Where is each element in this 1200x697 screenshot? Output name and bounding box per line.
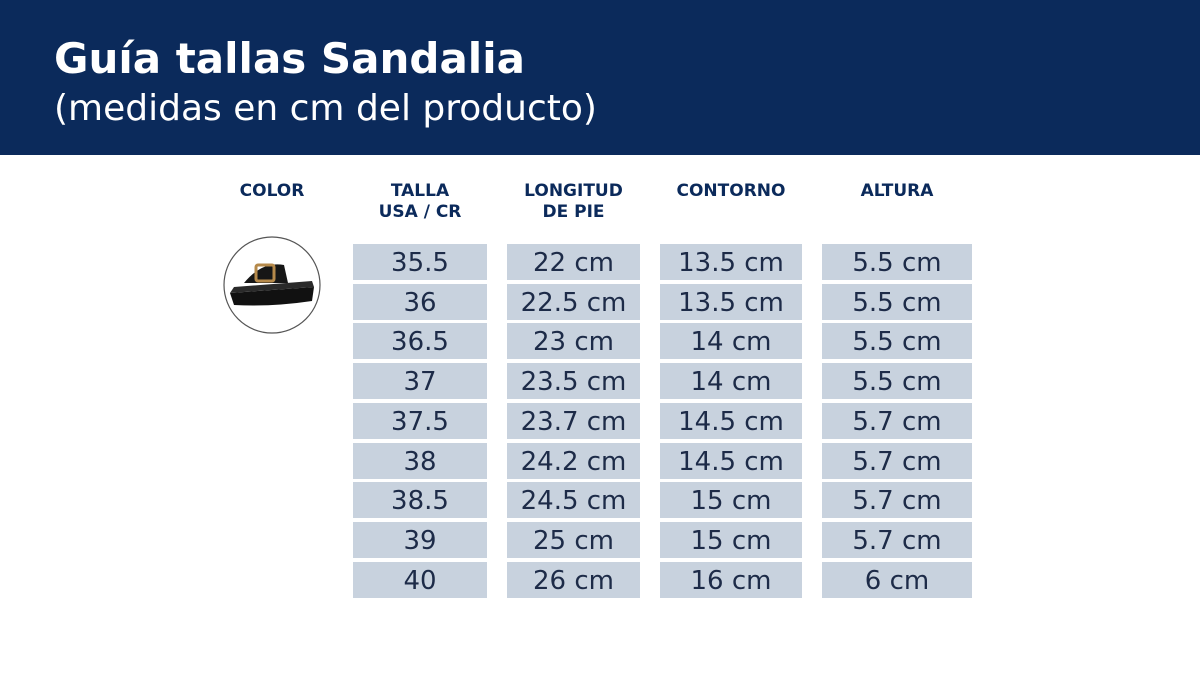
table-cell: 6 cm	[822, 561, 972, 598]
table-cell: 23.5 cm	[507, 363, 640, 400]
column-header-line: ALTURA	[860, 181, 934, 201]
column-header: CONTORNO	[660, 181, 802, 202]
table-cell: 23 cm	[507, 323, 640, 360]
table-cell: 5.7 cm	[822, 482, 972, 519]
table-cell: 5.7 cm	[822, 521, 972, 558]
table-cell: 40	[353, 561, 487, 598]
table-cell: 15 cm	[660, 521, 802, 558]
table-cell: 5.5 cm	[822, 363, 972, 400]
product-image	[223, 236, 321, 334]
table-cell: 14 cm	[660, 363, 802, 400]
column-header-line: LONGITUD	[524, 181, 623, 201]
table-cell: 22.5 cm	[507, 283, 640, 320]
table-cell: 16 cm	[660, 561, 802, 598]
table-cell: 14 cm	[660, 323, 802, 360]
column-header: TALLA USA / CR	[353, 181, 487, 223]
table-cell: 5.5 cm	[822, 244, 972, 280]
table-cell: 13.5 cm	[660, 283, 802, 320]
column-header-line: TALLA	[390, 181, 450, 201]
column-header: COLOR	[222, 181, 322, 202]
table-cell: 15 cm	[660, 482, 802, 519]
table-cell: 14.5 cm	[660, 442, 802, 479]
column-header-line: COLOR	[239, 181, 305, 201]
title: Guía tallas Sandalia	[54, 34, 525, 83]
column-header-line: USA / CR	[378, 202, 462, 222]
subtitle: (medidas en cm del producto)	[54, 88, 597, 129]
header-band: Guía tallas Sandalia (medidas en cm del …	[0, 0, 1200, 155]
column-header-line: DE PIE	[542, 202, 605, 222]
table-cell: 5.5 cm	[822, 283, 972, 320]
table-cell: 37	[353, 363, 487, 400]
table-cell: 25 cm	[507, 521, 640, 558]
table-cell: 14.5 cm	[660, 402, 802, 439]
table-cell: 23.7 cm	[507, 402, 640, 439]
table-cell: 26 cm	[507, 561, 640, 598]
table-cell: 22 cm	[507, 244, 640, 280]
table-cell: 13.5 cm	[660, 244, 802, 280]
table-cell: 37.5	[353, 402, 487, 439]
table-cell: 5.7 cm	[822, 442, 972, 479]
table-cell: 35.5	[353, 244, 487, 280]
column-header: LONGITUD DE PIE	[507, 181, 640, 223]
column-header-line: CONTORNO	[676, 181, 786, 201]
table-cell: 36	[353, 283, 487, 320]
table-cell: 36.5	[353, 323, 487, 360]
table-cell: 5.7 cm	[822, 402, 972, 439]
table-cell: 5.5 cm	[822, 323, 972, 360]
table-cell: 24.5 cm	[507, 482, 640, 519]
table-cell: 24.2 cm	[507, 442, 640, 479]
table-cell: 39	[353, 521, 487, 558]
table-cell: 38	[353, 442, 487, 479]
table-cell: 38.5	[353, 482, 487, 519]
column-header: ALTURA	[822, 181, 972, 202]
